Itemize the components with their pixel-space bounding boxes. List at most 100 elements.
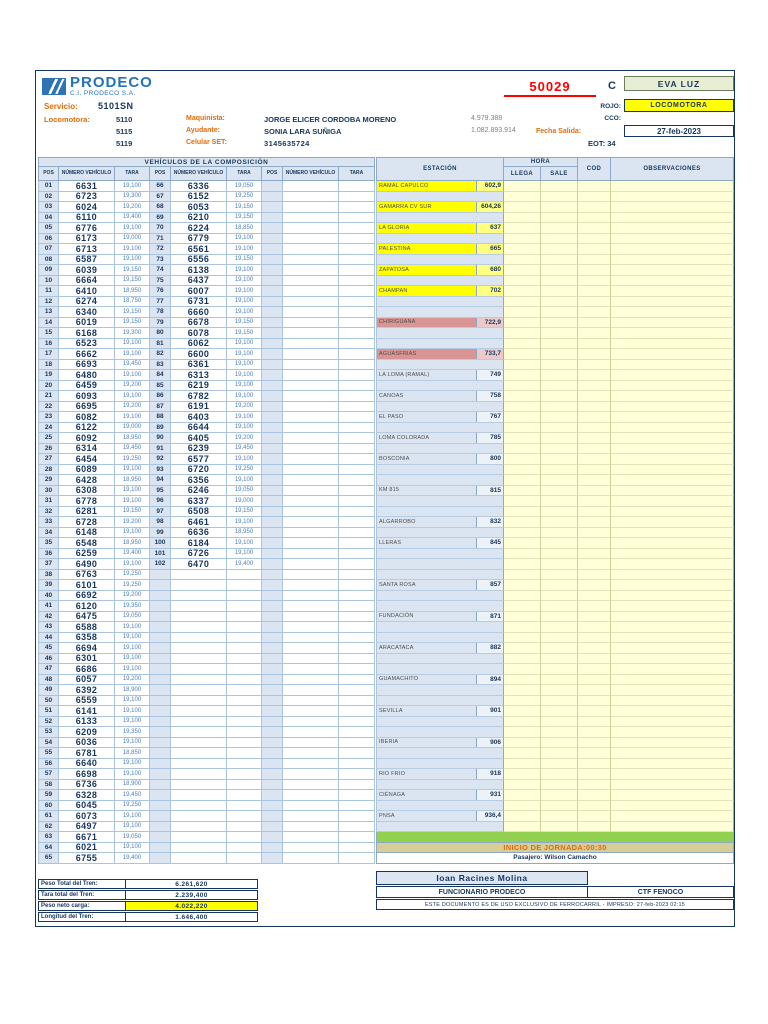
vehicle-tara-cell: 19,450 [115,443,150,454]
station-row: RIO FRIO 918 [376,769,734,780]
vehicle-tara-cell: 19,100 [115,370,150,381]
vehicle-pos-cell: 38 [38,569,59,580]
vehicle-row: 62 6497 19,100 [38,821,375,832]
vehicle-num-cell: 6664 [59,275,115,286]
station-cell: LOMA COLORADA 785 [376,433,504,444]
ayudante-label: Ayudante: [186,127,220,134]
vehicle-num-cell [283,454,339,465]
station-cell: GAMARRA CV SUR 604,26 [376,202,504,213]
vehicle-pos-cell [262,853,283,864]
station-cod-cell [578,695,611,706]
station-obs-cell [611,580,734,591]
vehicle-pos-cell: 86 [150,391,171,402]
vehicle-num-cell: 6057 [59,674,115,685]
vehicle-num-cell: 6403 [171,412,227,423]
station-row: GUAMACHITO 894 [376,674,734,685]
vehicle-pos-cell [150,748,171,759]
vehicle-row: 05 6776 19,100 70 6224 18,850 [38,223,375,234]
vehicle-tara-cell [339,223,375,234]
vehicle-row: 33 6728 19,200 98 6461 19,100 [38,517,375,528]
col-header-numero: NÚMERO VEHÍCULO [171,167,227,181]
station-cell: CANOAS 758 [376,391,504,402]
logo-title: PRODECO [70,74,153,91]
station-cell [376,653,504,664]
station-row [376,569,734,580]
vehicle-pos-cell [262,454,283,465]
col-header-pos: POS [150,167,171,181]
station-km: 857 [476,580,503,590]
vehicle-pos-cell [150,695,171,706]
vehicle-num-cell [171,664,227,675]
vehicle-row: 50 6559 19,100 [38,695,375,706]
station-cell: ARACATACA 882 [376,643,504,654]
vehicle-num-cell: 6459 [59,380,115,391]
station-cod-cell [578,359,611,370]
station-sale-cell [541,496,578,507]
vehicle-tara-cell: 19,150 [227,212,262,223]
vehicle-pos-cell [150,842,171,853]
col-header-numero: NÚMERO VEHÍCULO [59,167,115,181]
vehicle-tara-cell: 19,150 [227,254,262,265]
station-obs-cell [611,454,734,465]
vehicle-row: 51 6141 19,100 [38,706,375,717]
station-km: 918 [476,769,503,779]
station-llega-cell [504,590,541,601]
vehicle-tara-cell: 19,100 [115,622,150,633]
vehicle-pos-cell [262,380,283,391]
vehicle-num-cell: 6191 [171,401,227,412]
vehicle-pos-cell: 61 [38,811,59,822]
vehicle-num-cell: 6600 [171,349,227,360]
station-obs-cell [611,422,734,433]
station-row: CANOAS 758 [376,391,734,402]
station-obs-cell [611,391,734,402]
vehicle-tara-cell [339,527,375,538]
vehicle-pos-cell: 88 [150,412,171,423]
vehicle-tara-cell [227,821,262,832]
station-obs-cell [611,328,734,339]
vehicle-tara-cell: 19,100 [227,296,262,307]
station-cod-cell [578,223,611,234]
vehicle-num-cell: 6490 [59,559,115,570]
vehicle-tara-cell [227,601,262,612]
stations-body: RAMAL CAPULCO 602,9 GAMARRA CV SUR 604,26 LA… [376,181,734,864]
ctf-fenoco-label: CTF FENOCO [588,886,734,898]
station-obs-cell [611,748,734,759]
station-cod-cell [578,286,611,297]
vehicle-pos-cell [262,737,283,748]
vehicle-num-cell: 6678 [171,317,227,328]
station-llega-cell [504,737,541,748]
funcionario-row: FUNCIONARIO PRODECO CTF FENOCO [376,886,734,898]
vehicle-pos-cell [262,517,283,528]
vehicle-pos-cell: 27 [38,454,59,465]
vehicle-row: 12 6274 18,750 77 6731 19,100 [38,296,375,307]
vehicle-pos-cell: 47 [38,664,59,675]
station-cod-cell [578,202,611,213]
vehicle-tara-cell: 19,350 [115,727,150,738]
vehicle-num-cell: 6778 [59,496,115,507]
vehicle-pos-cell [262,412,283,423]
fecha-salida-value: 27-feb-2023 [624,125,734,137]
vehicle-tara-cell [339,506,375,517]
maquinista-value: JORGE ELICER CORDOBA MORENO [264,115,397,124]
vehicle-tara-cell: 19,100 [115,254,150,265]
vehicle-num-cell: 6274 [59,296,115,307]
station-cell: SANTA ROSA 857 [376,580,504,591]
vehicle-pos-cell: 91 [150,443,171,454]
station-obs-cell [611,254,734,265]
vehicle-num-cell [283,359,339,370]
vehicle-num-cell [283,748,339,759]
station-row [376,548,734,559]
station-sale-cell [541,328,578,339]
vehicle-num-cell: 6120 [59,601,115,612]
logo-subtitle: C.I. PRODECO S.A. [70,90,136,97]
vehicle-tara-cell [339,706,375,717]
station-km: 733,7 [476,349,503,359]
station-llega-cell [504,674,541,685]
vehicle-tara-cell: 19,100 [115,244,150,255]
station-obs-cell [611,643,734,654]
vehicle-row: 25 6092 18,950 90 6405 19,200 [38,433,375,444]
vehicle-tara-cell [339,559,375,570]
station-row: CIÉNAGA 931 [376,790,734,801]
station-llega-cell [504,769,541,780]
col-header-llega: LLEGA [504,167,541,181]
